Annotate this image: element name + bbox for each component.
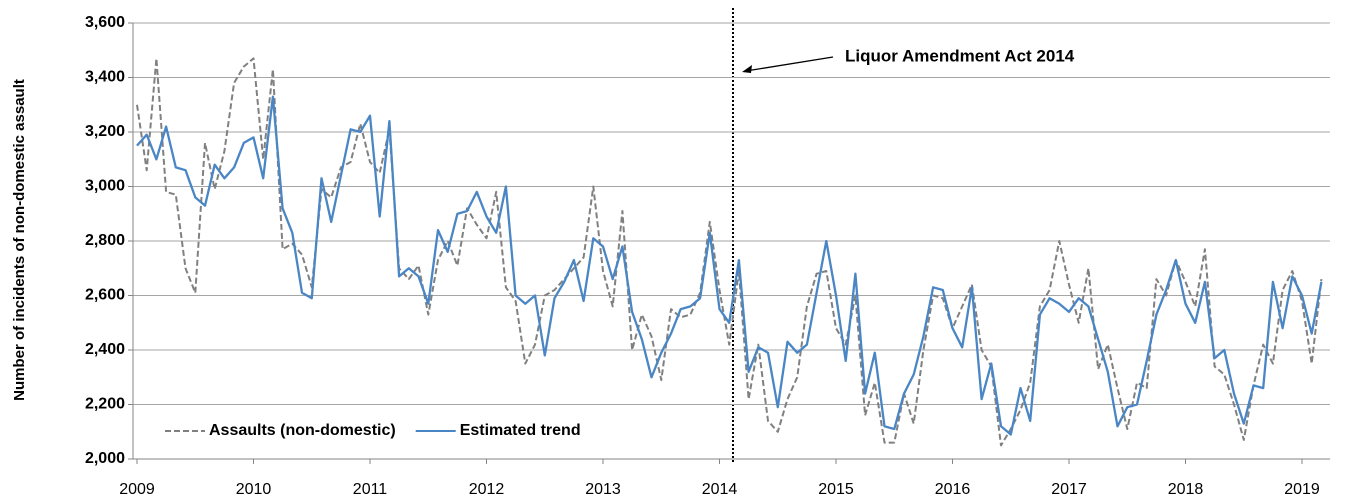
y-tick-label: 3,600 xyxy=(85,14,125,31)
x-tick-label: 2009 xyxy=(119,481,155,498)
legend-label: Estimated trend xyxy=(460,422,581,439)
x-tick-label: 2011 xyxy=(353,481,388,498)
y-tick-label: 2,200 xyxy=(85,396,125,413)
y-tick-label: 2,400 xyxy=(85,341,125,358)
x-tick-label: 2018 xyxy=(1168,481,1204,498)
y-tick-label: 2,000 xyxy=(85,450,125,467)
x-tick-label: 2010 xyxy=(236,481,272,498)
y-tick-label: 3,000 xyxy=(85,178,125,195)
x-tick-label: 2015 xyxy=(818,481,854,498)
annotation-arrow xyxy=(745,56,834,72)
y-tick-label: 3,200 xyxy=(85,123,125,140)
arrow-head xyxy=(742,65,752,73)
legend-label: Assaults (non-domestic) xyxy=(209,422,396,439)
x-tick-label: 2013 xyxy=(585,481,621,498)
x-tick-label: 2017 xyxy=(1051,481,1087,498)
series-line xyxy=(136,95,1323,436)
y-tick-label: 2,600 xyxy=(85,287,125,304)
y-tick-label: 2,800 xyxy=(85,232,125,249)
y-axis-label: Number of incidents of non-domestic assa… xyxy=(11,79,28,401)
x-tick-label: 2012 xyxy=(469,481,505,498)
y-tick-label: 3,400 xyxy=(85,69,125,86)
x-tick-label: 2014 xyxy=(702,481,738,498)
x-tick-label: 2016 xyxy=(935,481,971,498)
series-line xyxy=(136,57,1323,447)
annotation: Liquor Amendment Act 2014 xyxy=(845,46,1075,65)
x-tick-label: 2019 xyxy=(1284,481,1320,498)
